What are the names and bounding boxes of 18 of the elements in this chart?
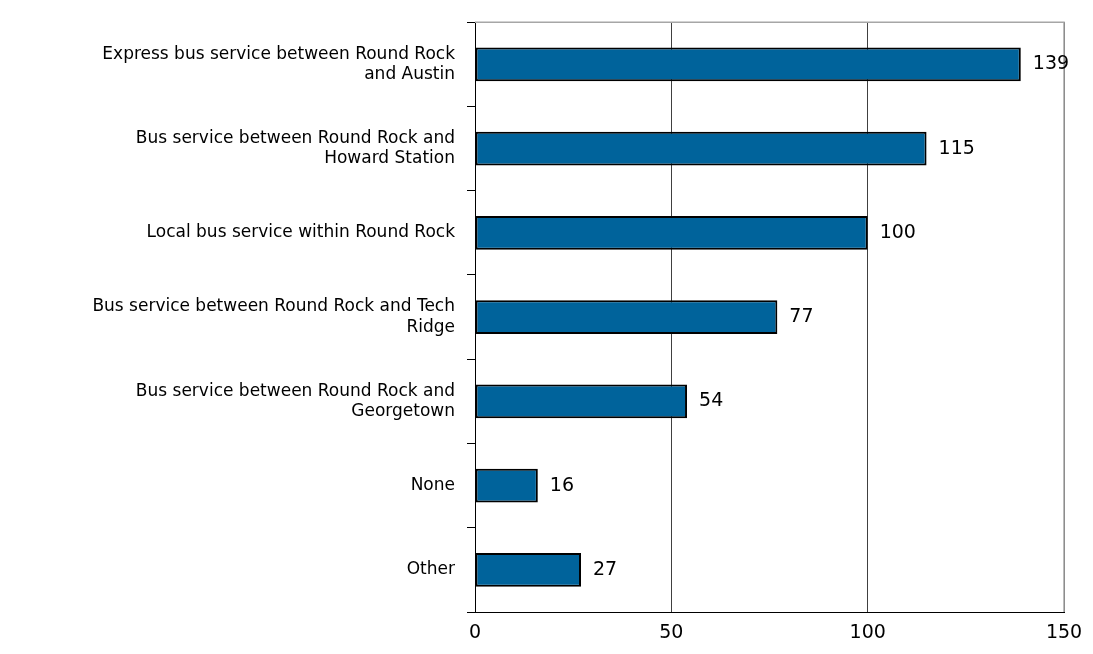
data-label: 77 (789, 304, 814, 327)
data-label: 16 (549, 472, 575, 495)
data-label: 100 (879, 219, 916, 242)
y-tick-label: Other (406, 558, 455, 579)
data-label: 115 (938, 135, 975, 158)
x-tick-label: 150 (1045, 620, 1083, 643)
x-tick-label: 0 (468, 620, 482, 643)
y-tick-label: Bus service between Round Rock and Georgetown (135, 379, 455, 420)
y-tick-label: Bus service between Round Rock and Tech Ridge (92, 295, 455, 336)
y-tick-label: Local bus service within Round Rock (146, 221, 456, 242)
y-tick-label: Bus service between Round Rock and Howard Station (135, 126, 455, 168)
x-tick-label: 50 (659, 620, 684, 643)
x-tick-label: 100 (849, 620, 886, 643)
y-tick-label: Express bus service between Round Rock and Austin (102, 42, 456, 83)
y-tick-label: None (410, 474, 455, 495)
data-label: 27 (593, 556, 618, 579)
data-label: 54 (699, 388, 724, 411)
data-label: 139 (1032, 51, 1070, 74)
